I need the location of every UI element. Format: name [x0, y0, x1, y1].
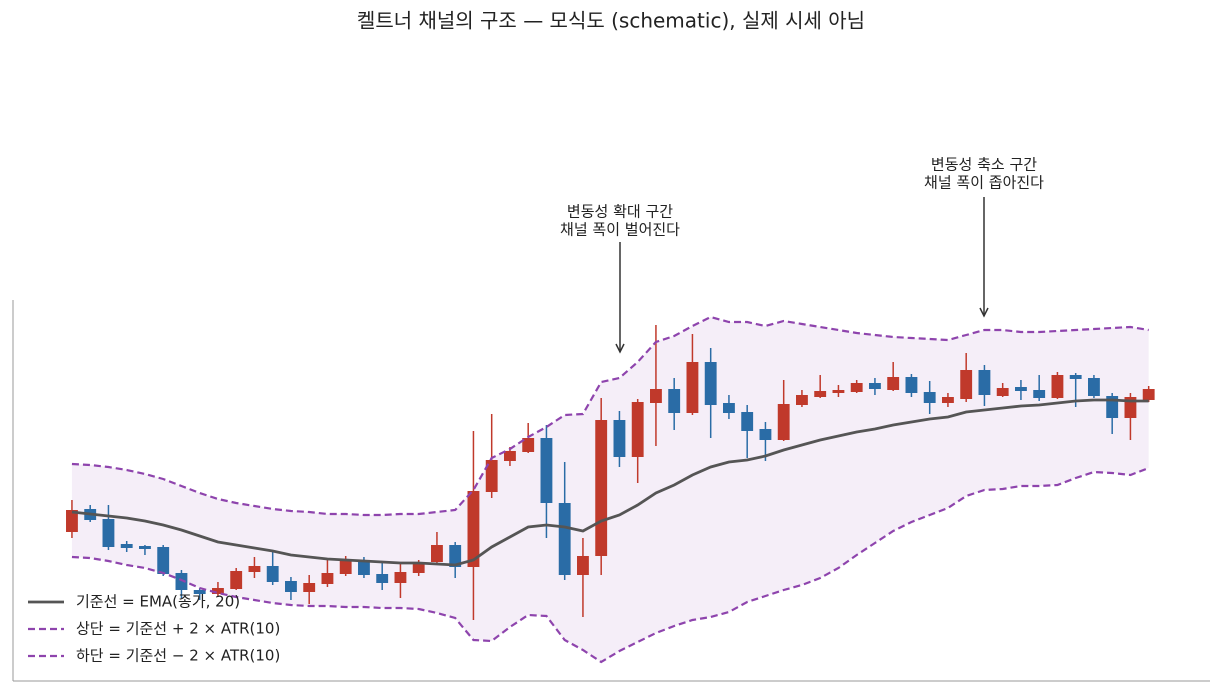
candle-body	[741, 412, 754, 431]
ema-line	[71, 398, 1149, 567]
annotation-arrowhead	[615, 343, 625, 354]
candle-body	[577, 556, 589, 575]
candle-body	[212, 588, 224, 594]
candle-body	[102, 519, 115, 547]
candle-body	[704, 362, 717, 405]
candle-body	[1106, 396, 1119, 418]
candle-body	[66, 510, 78, 532]
candle-body	[394, 572, 407, 583]
candle-body	[266, 566, 279, 582]
candle-body	[431, 545, 443, 562]
candle-body	[248, 566, 261, 572]
candle-body	[540, 438, 553, 503]
candle-body	[321, 573, 334, 584]
candle-body	[832, 390, 845, 393]
legend-label: 하단 = 기준선 − 2 × ATR(10)	[76, 647, 280, 665]
candle-body	[850, 383, 863, 392]
candle-body	[759, 429, 772, 440]
candle-body	[668, 389, 681, 413]
candle-body	[869, 383, 881, 389]
candle-body	[1051, 375, 1064, 398]
candle-body	[631, 402, 644, 457]
candle-body	[1033, 390, 1046, 398]
candle-body	[193, 590, 206, 594]
candle-body	[1142, 389, 1155, 400]
legend-label: 기준선 = EMA(종가, 20)	[76, 593, 240, 611]
candle-body	[467, 491, 480, 567]
candle-body	[558, 503, 571, 575]
candle-body	[942, 397, 954, 403]
candle-body	[686, 362, 699, 413]
candle-body	[175, 573, 188, 590]
chart-title: 켈트너 채널의 구조 — 모식도 (schematic), 실제 시세 아님	[357, 9, 865, 33]
annotation-text: 변동성 축소 구간	[931, 156, 1037, 174]
candle-body	[120, 544, 133, 548]
candle-body	[139, 546, 151, 549]
candle-body	[650, 389, 662, 403]
candle-body	[978, 370, 991, 395]
candle-body	[613, 420, 626, 457]
candle-body	[504, 451, 516, 461]
candle-body	[796, 395, 808, 405]
candle-body	[449, 545, 462, 567]
candle-body	[339, 560, 352, 574]
annotation-text: 채널 폭이 좁아진다	[924, 174, 1044, 192]
candle-body	[996, 388, 1009, 396]
candle-body	[303, 583, 316, 592]
legend-label: 상단 = 기준선 + 2 × ATR(10)	[76, 620, 280, 638]
candle-body	[1069, 375, 1082, 379]
channel-fill	[71, 317, 1149, 662]
candle-body	[230, 571, 243, 589]
candle-body	[1015, 387, 1027, 391]
candle-body	[412, 563, 425, 573]
candle-body	[814, 391, 827, 397]
candle-body	[887, 377, 900, 390]
candle-body	[960, 370, 973, 399]
candle-body	[923, 392, 936, 403]
annotation-text: 변동성 확대 구간	[567, 203, 673, 221]
candle-body	[376, 574, 389, 583]
candle-body	[777, 404, 790, 440]
annotation-arrowhead	[979, 307, 989, 318]
candle-body	[595, 420, 608, 556]
candle-body	[1088, 378, 1100, 396]
candle-body	[285, 581, 297, 592]
candle-body	[905, 377, 918, 393]
annotation-text: 채널 폭이 벌어진다	[560, 221, 680, 239]
candle-body	[485, 460, 498, 492]
candle-body	[157, 547, 170, 574]
band-line	[71, 466, 1150, 664]
candle-body	[1124, 397, 1137, 418]
candle-body	[358, 560, 370, 575]
candle-body	[723, 403, 735, 413]
candle-body	[522, 438, 535, 452]
